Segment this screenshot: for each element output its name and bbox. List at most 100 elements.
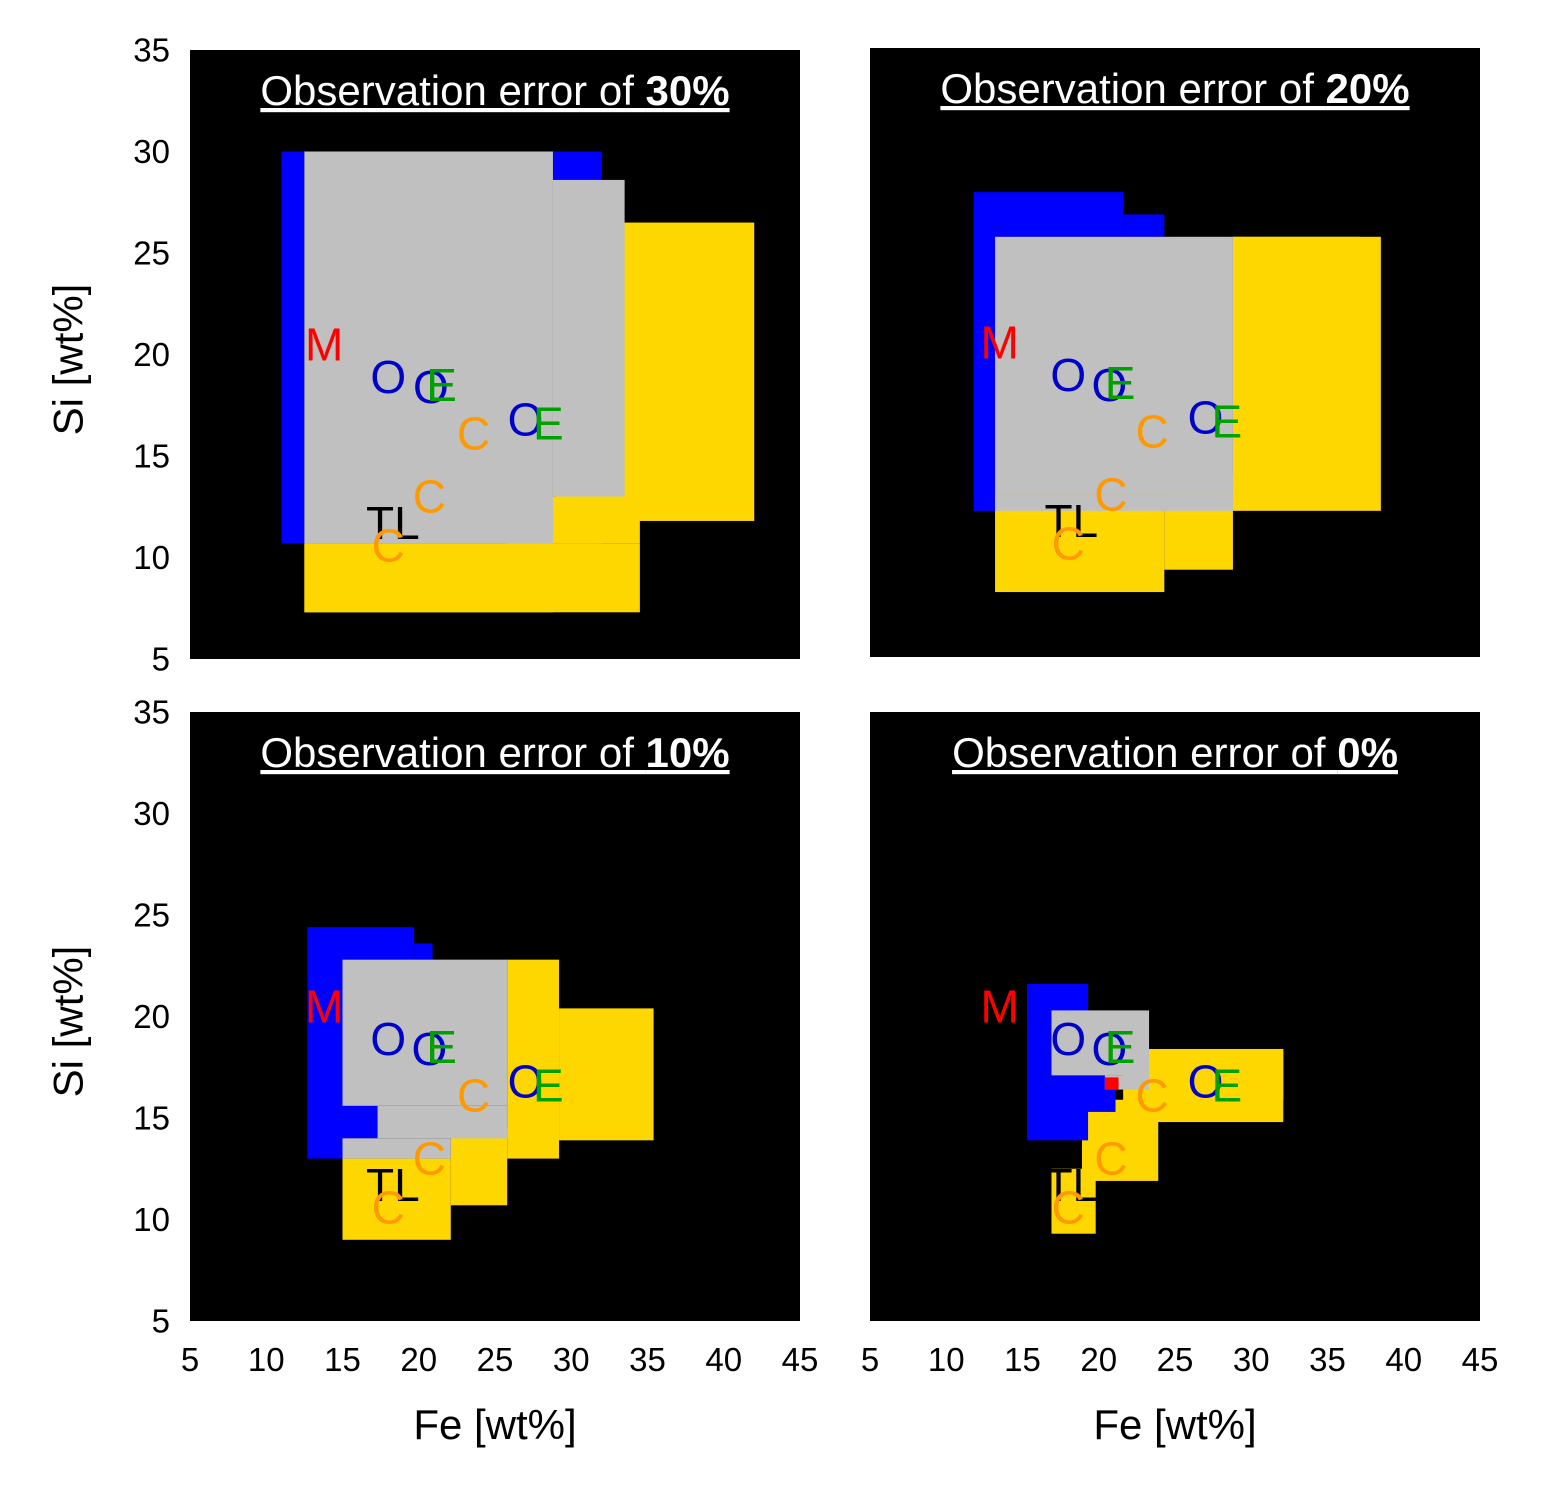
y-tick-label: 15 [133, 438, 170, 475]
region-yellow [304, 543, 602, 564]
y-tick-label: 35 [133, 694, 170, 731]
title-value: 20% [1326, 65, 1410, 112]
marker-c: C [457, 1070, 490, 1122]
region-gray [995, 494, 1233, 511]
panel-title: Observation error of 20% [940, 65, 1409, 112]
x-tick-label: 15 [1004, 1341, 1041, 1378]
marker-o: O [1188, 1055, 1224, 1107]
region-red [1104, 1077, 1119, 1090]
region-blue [342, 927, 415, 960]
plot-area [870, 712, 1480, 1321]
region-yellow [1254, 236, 1360, 278]
y-tick-label: 25 [133, 235, 170, 272]
marker-m: M [305, 980, 343, 1032]
x-axis-label: Fe [wt%] [413, 1401, 576, 1448]
x-tick-label: 25 [477, 1341, 514, 1378]
panel-title: Observation error of 10% [260, 729, 729, 776]
region-gray [304, 151, 553, 544]
marker-o: O [1092, 359, 1128, 411]
y-tick-label: 20 [133, 998, 170, 1035]
region-yellow [559, 1008, 654, 1141]
marker-e: E [533, 398, 564, 450]
x-tick-label: 35 [629, 1341, 666, 1378]
marker-c: C [1136, 1070, 1169, 1122]
x-tick-label: 20 [1080, 1341, 1117, 1378]
marker-c: C [1094, 1133, 1127, 1185]
region-gray [995, 236, 1233, 495]
marker-o: O [1188, 391, 1224, 443]
region-blue [995, 192, 1124, 237]
marker-o: O [412, 1023, 448, 1075]
region-gray [1051, 1010, 1150, 1076]
marker-tl: TL [1044, 495, 1098, 547]
region-yellow [507, 959, 560, 1159]
region-blue [973, 192, 996, 511]
title-prefix: Observation error of [952, 729, 1337, 776]
y-axis-label: Si [wt%] [45, 946, 92, 1098]
y-tick-label: 10 [133, 1201, 170, 1238]
marker-c: C [1094, 469, 1127, 521]
marker-c: C [1136, 406, 1169, 458]
region-gray [552, 179, 625, 497]
marker-o: O [1092, 1023, 1128, 1075]
region-blue [552, 151, 602, 180]
marker-c: C [1052, 517, 1085, 569]
y-tick-label: 15 [133, 1100, 170, 1137]
title-prefix: Observation error of [260, 729, 645, 776]
marker-c: C [372, 519, 405, 571]
marker-tl: TL [366, 497, 420, 549]
x-tick-label: 5 [181, 1341, 199, 1378]
marker-c: C [1052, 1181, 1085, 1233]
marker-e: E [426, 1021, 457, 1073]
region-blue [342, 1105, 378, 1139]
marker-o: O [1050, 349, 1086, 401]
marker-o: O [413, 361, 449, 413]
region-yellow [342, 1158, 451, 1240]
marker-e: E [1105, 1021, 1136, 1073]
region-gray [1164, 474, 1233, 495]
y-tick-label: 30 [133, 133, 170, 170]
marker-o: O [508, 1055, 544, 1107]
region-gray [507, 496, 553, 544]
y-tick-label: 35 [133, 32, 170, 69]
x-tick-label: 35 [1309, 1341, 1346, 1378]
region-gray [342, 1138, 451, 1159]
region-yellow [995, 494, 1165, 593]
region-gray [450, 1128, 508, 1139]
y-axis-label: Si [wt%] [45, 284, 92, 436]
marker-e: E [533, 1060, 564, 1112]
marker-c: C [413, 471, 446, 523]
y-tick-label: 30 [133, 795, 170, 832]
marker-o: O [508, 393, 544, 445]
x-tick-label: 20 [400, 1341, 437, 1378]
region-blue [414, 943, 433, 960]
region-yellow [450, 1128, 508, 1206]
y-tick-label: 5 [152, 1303, 170, 1340]
y-tick-label: 20 [133, 336, 170, 373]
title-value: 30% [646, 67, 730, 114]
marker-tl: TL [366, 1159, 420, 1211]
x-tick-label: 10 [248, 1341, 285, 1378]
marker-e: E [1212, 1060, 1243, 1112]
x-tick-label: 45 [1462, 1341, 1499, 1378]
panel-title: Observation error of 0% [952, 729, 1398, 776]
region-yellow [304, 563, 553, 613]
x-tick-label: 45 [782, 1341, 819, 1378]
title-prefix: Observation error of [260, 67, 645, 114]
marker-c: C [457, 408, 490, 460]
region-blue [281, 151, 305, 544]
marker-m: M [305, 318, 343, 370]
y-tick-label: 10 [133, 539, 170, 576]
x-tick-label: 30 [1233, 1341, 1270, 1378]
marker-e: E [1105, 357, 1136, 409]
region-blue [307, 927, 343, 1159]
region-blue [1123, 214, 1165, 237]
x-tick-label: 30 [553, 1341, 590, 1378]
marker-o: O [1050, 1013, 1086, 1065]
x-tick-label: 25 [1157, 1341, 1194, 1378]
